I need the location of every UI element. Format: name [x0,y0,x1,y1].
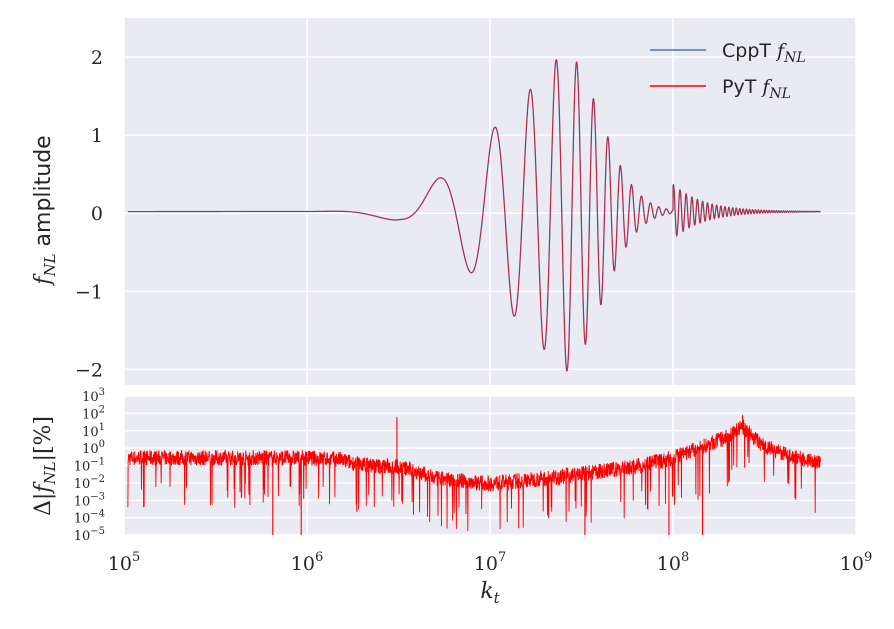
y-tick-label: 0 [91,203,103,225]
y-tick-label: 101 [82,422,105,440]
x-axis-label: kt [480,579,500,607]
amplitude-lines [127,59,821,372]
x-tick-label: 108 [657,550,689,575]
x-ticks: 105 106 107 108 109 [108,550,872,575]
amplitude-y-ticks: 2 1 0 −1 −2 [75,47,103,381]
amplitude-y-label: fNL amplitude [31,135,59,286]
series-line-pyt [127,59,821,372]
x-tick-label: 107 [474,550,506,575]
difference-grid [123,395,857,536]
difference-lines [127,415,821,535]
y-tick-label: 10−1 [74,457,105,475]
legend: CppT fNL PyT fNL [650,40,806,102]
x-tick-label: 106 [291,550,323,575]
difference-y-label: Δ|fNL|[%] [31,416,59,516]
difference-line [127,419,821,532]
y-tick-label: −1 [75,281,103,303]
y-tick-label: 10−2 [74,474,105,492]
x-tick-label: 109 [840,550,872,575]
y-tick-label: 2 [91,47,103,69]
y-tick-label: 10−4 [74,509,105,527]
y-tick-label: 100 [82,439,105,457]
y-tick-label: −2 [75,359,103,381]
amplitude-grid [123,18,857,385]
y-tick-label: 10−3 [74,491,105,509]
x-tick-label: 105 [108,550,140,575]
legend-label: PyT fNL [722,76,791,102]
y-tick-label: 103 [82,387,105,405]
y-tick-label: 10−5 [74,526,105,544]
y-tick-label: 102 [82,404,105,422]
y-tick-label: 1 [91,125,103,147]
legend-label: CppT fNL [722,40,806,66]
